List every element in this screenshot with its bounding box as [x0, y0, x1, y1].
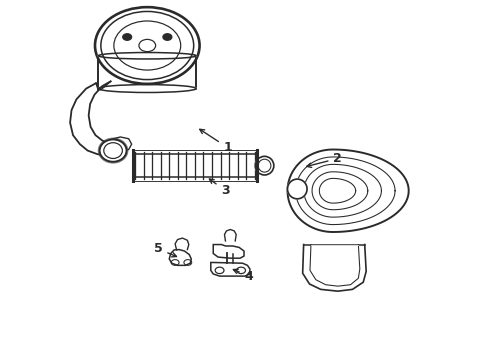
Polygon shape [107, 137, 132, 151]
Ellipse shape [99, 139, 126, 162]
Polygon shape [211, 262, 250, 276]
Text: 1: 1 [200, 129, 232, 154]
Text: 5: 5 [154, 242, 176, 257]
Circle shape [163, 34, 172, 40]
Ellipse shape [255, 156, 274, 175]
Ellipse shape [288, 179, 307, 199]
Polygon shape [169, 249, 191, 265]
Ellipse shape [98, 53, 196, 59]
Circle shape [101, 12, 194, 80]
Circle shape [123, 34, 132, 40]
Text: 2: 2 [307, 152, 342, 167]
Text: 3: 3 [209, 179, 230, 197]
Text: 4: 4 [233, 269, 253, 283]
Polygon shape [213, 244, 244, 258]
Ellipse shape [98, 85, 196, 93]
Polygon shape [288, 149, 409, 232]
